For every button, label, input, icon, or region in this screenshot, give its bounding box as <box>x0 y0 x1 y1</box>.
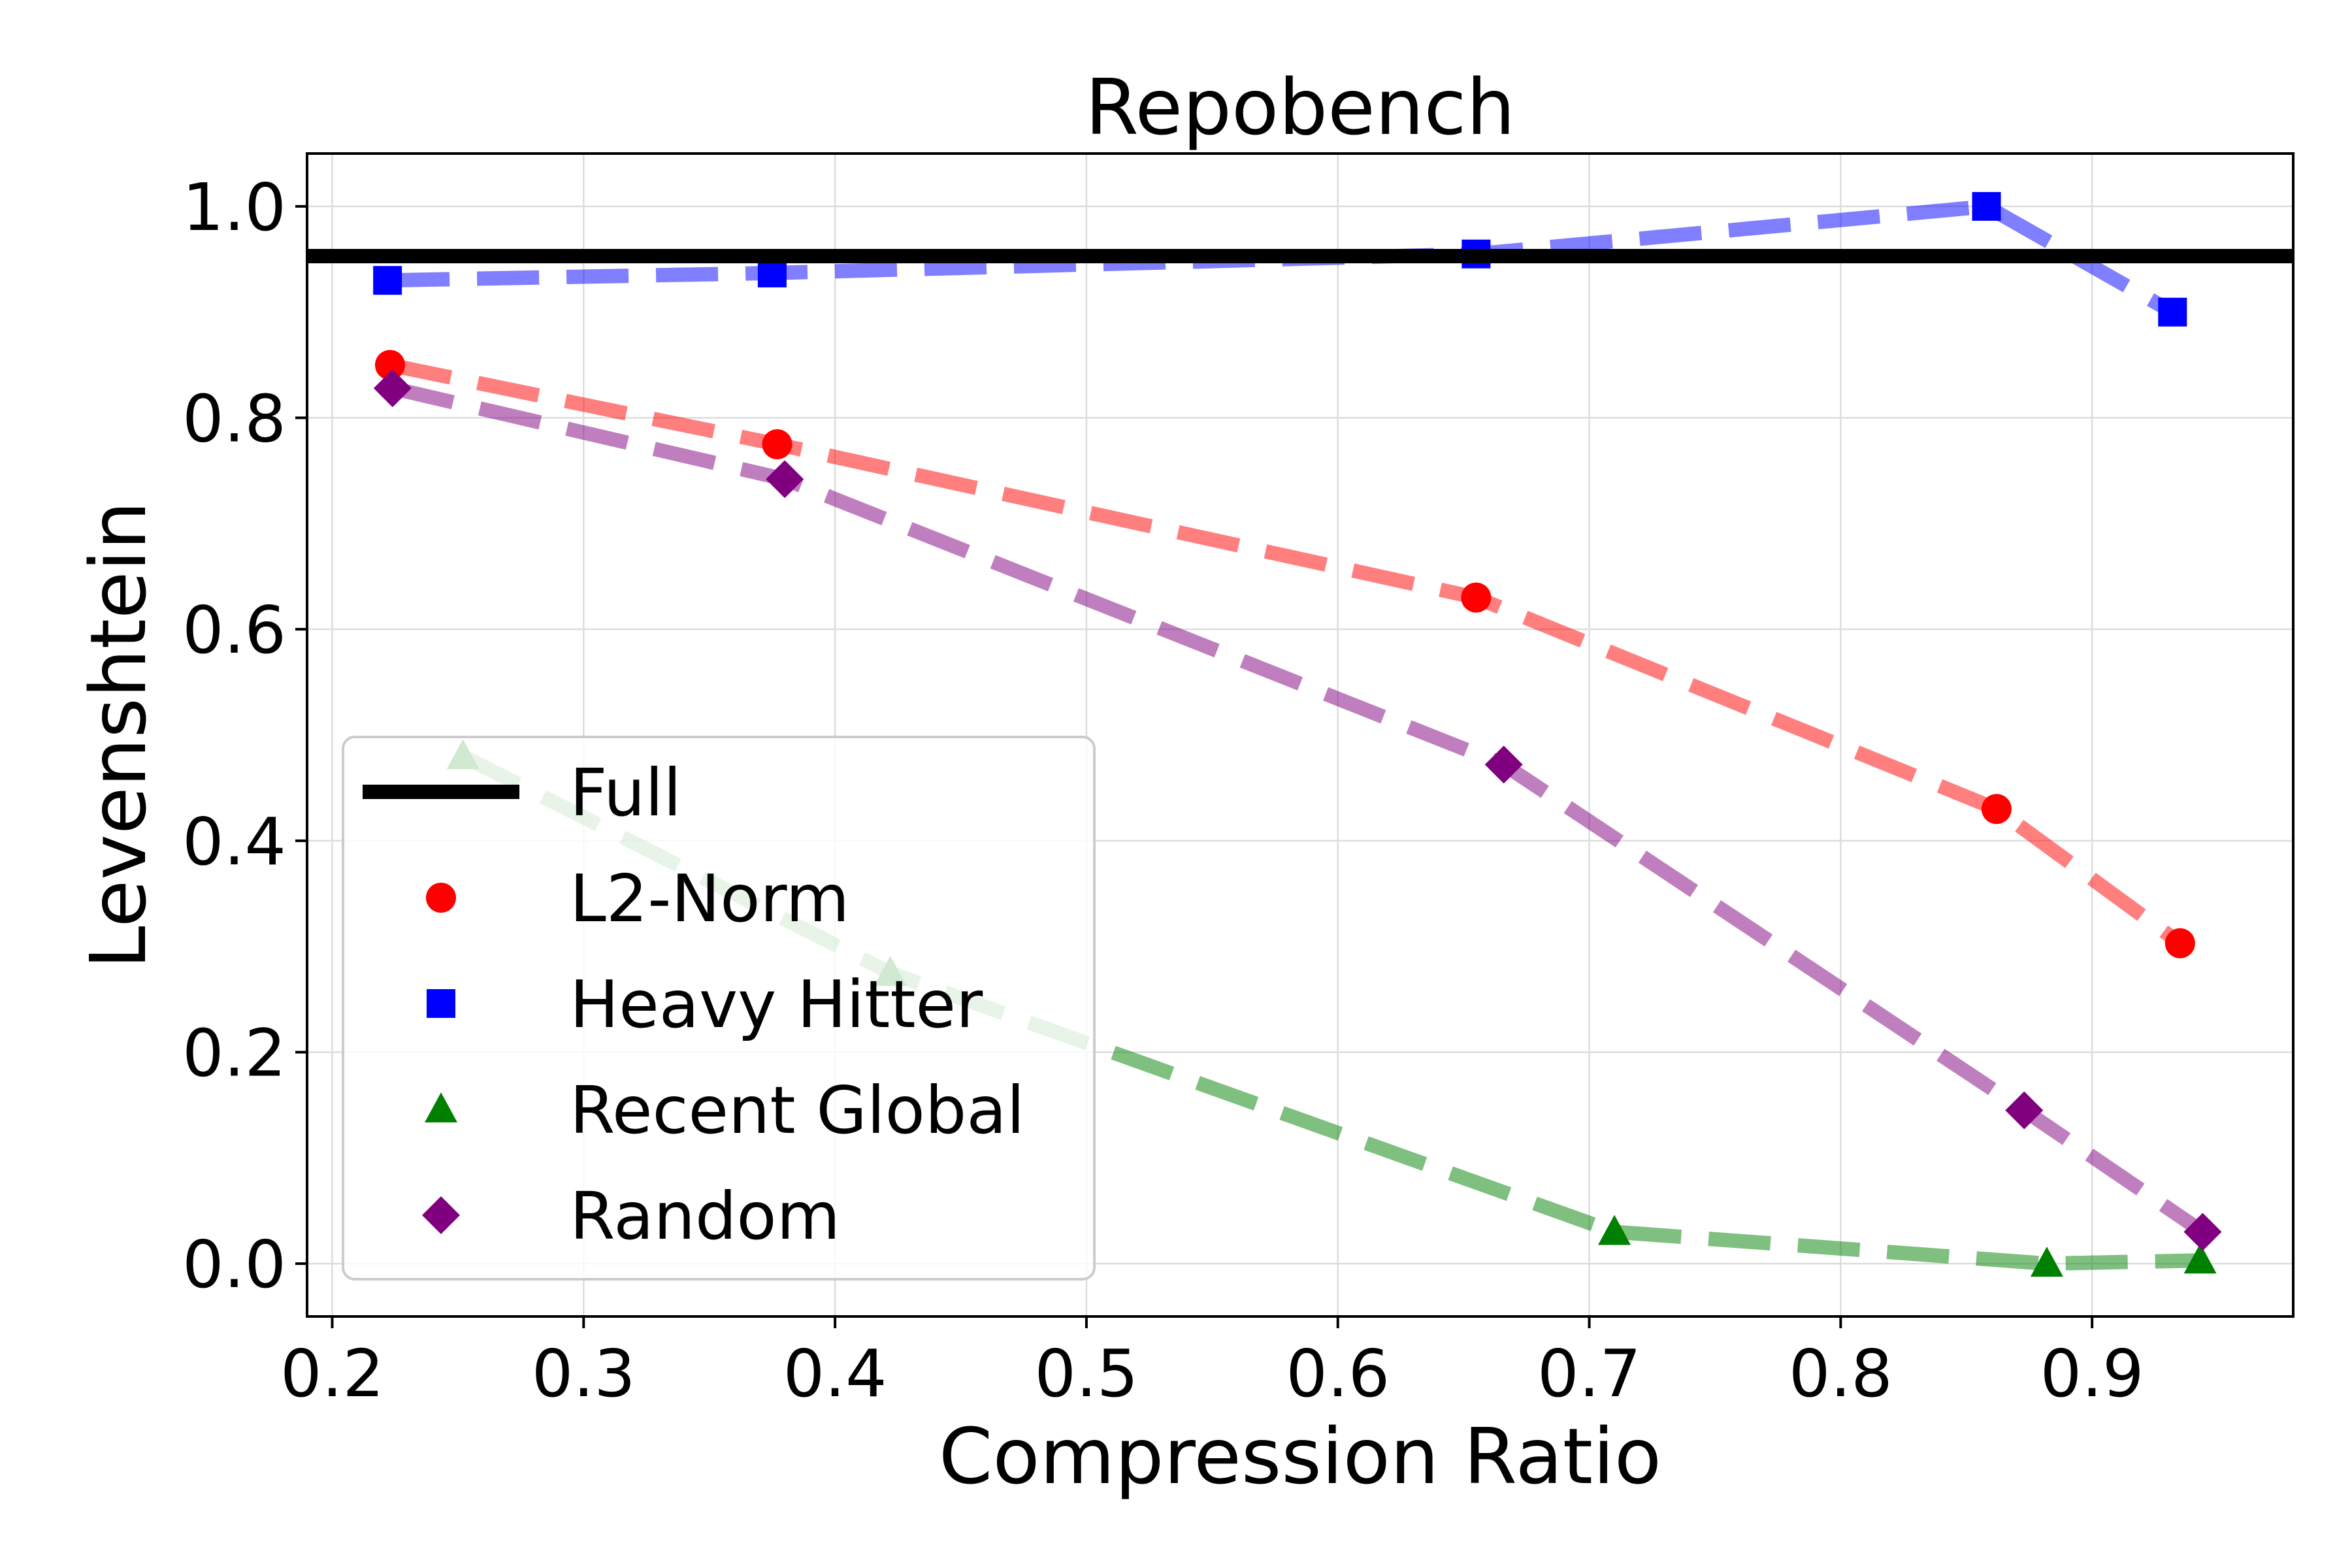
y-tick-label: 0.4 <box>182 804 286 880</box>
y-tick-label: 0.0 <box>182 1226 286 1303</box>
data-point-l2-norm <box>1981 794 2012 825</box>
data-point-random <box>373 369 412 408</box>
legend-label: L2-Norm <box>570 860 849 937</box>
x-axis-label: Compression Ratio <box>939 1411 1661 1501</box>
x-tick-label: 0.6 <box>1286 1335 1390 1412</box>
x-tick-label: 0.8 <box>1789 1335 1893 1412</box>
y-tick-label: 0.6 <box>182 592 286 668</box>
x-tick-label: 0.3 <box>532 1335 636 1412</box>
legend-label: Recent Global <box>570 1072 1024 1149</box>
legend-marker <box>422 1196 460 1234</box>
legend-marker <box>426 883 456 913</box>
y-tick-label: 0.8 <box>182 381 286 457</box>
x-tick-label: 0.9 <box>2040 1335 2144 1412</box>
plot-area <box>306 152 2295 1318</box>
series-markers <box>307 191 2293 1277</box>
data-point-recent-global <box>2183 1243 2217 1274</box>
x-tick-label: 0.7 <box>1537 1335 1641 1412</box>
chart-title: Repobench <box>1085 62 1515 152</box>
legend-marker <box>425 1092 457 1122</box>
data-point-heavy-hitter <box>757 258 787 287</box>
legend-label: Heavy Hitter <box>570 966 983 1043</box>
y-tick-label: 0.2 <box>182 1015 286 1091</box>
legend-label: Random <box>570 1178 840 1254</box>
x-tick-label: 0.2 <box>280 1335 384 1412</box>
data-point-random <box>2183 1213 2222 1251</box>
legend-marker <box>427 989 455 1018</box>
data-point-random <box>2005 1091 2044 1130</box>
y-tick-label: 1.0 <box>182 169 286 246</box>
data-point-heavy-hitter <box>1972 191 2001 221</box>
data-point-l2-norm <box>374 350 405 380</box>
data-point-recent-global <box>1598 1215 1631 1245</box>
legend-frame <box>342 736 1096 1281</box>
data-point-recent-global <box>2030 1247 2063 1277</box>
data-point-random <box>766 460 804 498</box>
x-tick-label: 0.4 <box>783 1335 887 1412</box>
legend-label: Full <box>570 755 681 831</box>
axis-ticks: 0.2 0.3 0.4 0.5 0.6 0.7 0.8 0.9 0.0 0.2 0.4 0.6 0.8 1… <box>182 169 2144 1412</box>
y-axis-label: Levenshtein <box>73 501 163 969</box>
data-point-l2-norm <box>762 429 792 459</box>
data-point-l2-norm <box>2164 928 2195 958</box>
data-point-heavy-hitter <box>2158 297 2187 327</box>
legend: Full L2-Norm Heavy Hitter Recent Global Rand… <box>342 736 1096 1281</box>
data-point-l2-norm <box>1461 582 1492 613</box>
data-point-random <box>1484 745 1523 784</box>
x-tick-label: 0.5 <box>1034 1335 1138 1412</box>
data-point-heavy-hitter <box>373 266 402 295</box>
